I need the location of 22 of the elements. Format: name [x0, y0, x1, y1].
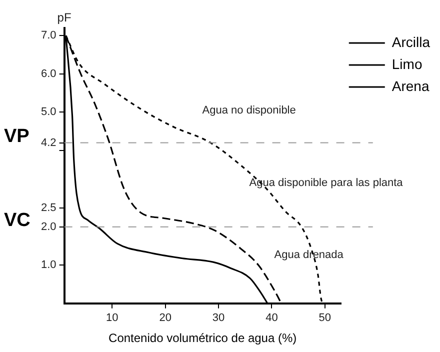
- x-tick-label: 10: [106, 312, 118, 324]
- annotation: Agua drenada: [274, 249, 344, 262]
- x-tick-label: 50: [318, 312, 332, 324]
- x-axis-title: Contenido volumétrico de agua (%): [108, 331, 297, 346]
- legend-label: Arcilla: [392, 34, 430, 50]
- y-tick-label: 2.0: [40, 220, 56, 233]
- x-tick-label: 40: [266, 312, 278, 324]
- y-tick-label: 2.5: [40, 202, 56, 214]
- y-tick-label: 1.0: [40, 259, 56, 272]
- y-axis-title: pF: [57, 10, 72, 24]
- legend-label: Arena: [392, 78, 430, 94]
- y-tick-label: 6.0: [40, 68, 56, 80]
- legend-label: Limo: [392, 56, 422, 72]
- annotation: Agua disponible para las planta: [249, 176, 404, 189]
- y-tick-label: 4.2: [40, 136, 56, 149]
- y-tick-label: 5.0: [40, 106, 56, 118]
- ref-line-label: VC: [4, 210, 31, 232]
- ref-line-label: VP: [4, 126, 30, 147]
- y-tick-label: 7.0: [40, 30, 56, 42]
- x-tick-label: 30: [212, 312, 225, 324]
- x-tick-label: 20: [159, 312, 172, 324]
- annotation: Agua no disponible: [202, 104, 296, 116]
